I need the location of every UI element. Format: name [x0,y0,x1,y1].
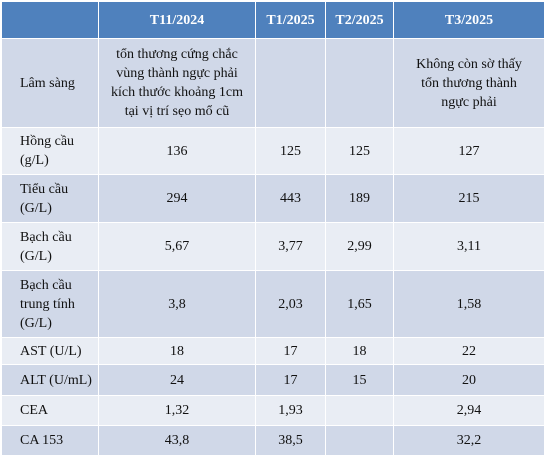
row-label: Hồng cầu (g/L) [1,127,99,175]
table-cell: 443 [255,174,326,223]
header-cell: T3/2025 [393,1,545,39]
table-cell: 3,8 [98,270,256,338]
table-cell [325,38,394,128]
table-cell: 18 [325,337,394,365]
table-cell: 136 [98,127,256,175]
table-cell: 1,93 [255,395,326,426]
table-row: CEA 1,32 1,93 2,94 [1,395,545,426]
table-cell: 32,2 [393,425,545,456]
row-label: CEA [1,395,99,426]
cell-line: ALT (U/mL) [20,372,92,388]
cell-line: kích thước khoảng 1cm [110,85,243,100]
table-cell: 127 [393,127,545,175]
table-cell: 18 [98,337,256,365]
table-cell: 3,11 [393,222,545,271]
table-cell: tổn thương cứng chắc vùng thành ngực phải… [98,38,256,128]
table-cell: 17 [255,337,326,365]
row-label: Bạch cầu (G/L) [1,222,99,271]
cell-line: (G/L) [20,248,52,264]
table-row: AST (U/L) 18 17 18 22 [1,337,545,365]
row-label: AST (U/L) [1,337,99,365]
table-cell [325,425,394,456]
header-row: T11/2024 T1/2025 T2/2025 T3/2025 [1,1,545,39]
cell-line: AST (U/L) [20,343,82,359]
table-cell: 15 [325,364,394,396]
table-cell: 1,32 [98,395,256,426]
header-cell: T2/2025 [325,1,394,39]
cell-line: tại vị trí sẹo mổ cũ [124,104,230,119]
table-cell: 22 [393,337,545,365]
table-cell: 2,94 [393,395,545,426]
table-cell: 125 [325,127,394,175]
table-cell: 17 [255,364,326,396]
cell-line: CEA [20,403,48,418]
table-cell: 215 [393,174,545,223]
header-cell: T1/2025 [255,1,326,39]
table-cell: 24 [98,364,256,396]
table-row: Hồng cầu (g/L) 136 125 125 127 [1,127,545,175]
cell-line: Không còn sờ thấy [416,56,522,72]
cell-line: Hồng cầu [20,134,75,149]
table-cell: 125 [255,127,326,175]
cell-line: tổn thương cứng chắc [116,47,238,62]
cell-line: (g/L) [20,153,49,168]
table-row: Tiểu cầu (G/L) 294 443 189 215 [1,174,545,223]
cell-line: (G/L) [20,200,52,216]
table-cell: 1,65 [325,270,394,338]
cell-line: tổn thương thành [421,75,517,91]
cell-line: CA 153 [20,433,64,448]
table-cell: Không còn sờ thấy tổn thương thành ngực ph… [393,38,545,128]
cell-line: ngực phải [441,94,497,110]
header-cell: T11/2024 [98,1,256,39]
table-cell: 3,77 [255,222,326,271]
table-cell: 2,99 [325,222,394,271]
header-cell [1,1,99,39]
row-label: ALT (U/mL) [1,364,99,396]
table-row: CA 153 43,8 38,5 32,2 [1,425,545,456]
table-cell: 2,03 [255,270,326,338]
cell-line: Bạch cầu [20,229,72,245]
row-label: Lâm sàng [1,38,99,128]
table-cell [325,395,394,426]
table-cell: 294 [98,174,256,223]
cell-line: Lâm sàng [20,75,75,91]
row-label: Bạch cầu trung tính (G/L) [1,270,99,338]
cell-line: (G/L) [20,315,52,331]
table-cell: 43,8 [98,425,256,456]
table-row: Lâm sàng tổn thương cứng chắc vùng thành n… [1,38,545,128]
cell-line: Bạch cầu [20,277,72,293]
table-row: Bạch cầu trung tính (G/L) 3,8 2,03 1,65 1,58 [1,270,545,338]
cell-line: trung tính [20,296,75,312]
table-cell [255,38,326,128]
row-label: Tiểu cầu (G/L) [1,174,99,223]
table-cell: 5,67 [98,222,256,271]
table-row: ALT (U/mL) 24 17 15 20 [1,364,545,396]
table-cell: 20 [393,364,545,396]
table-cell: 189 [325,174,394,223]
row-label: CA 153 [1,425,99,456]
table-cell: 1,58 [393,270,545,338]
table-body: Lâm sàng tổn thương cứng chắc vùng thành n… [1,38,545,456]
cell-line: Tiểu cầu [20,181,69,197]
table-cell: 38,5 [255,425,326,456]
table-row: Bạch cầu (G/L) 5,67 3,77 2,99 3,11 [1,222,545,271]
cell-line: vùng thành ngực phải [116,66,238,81]
